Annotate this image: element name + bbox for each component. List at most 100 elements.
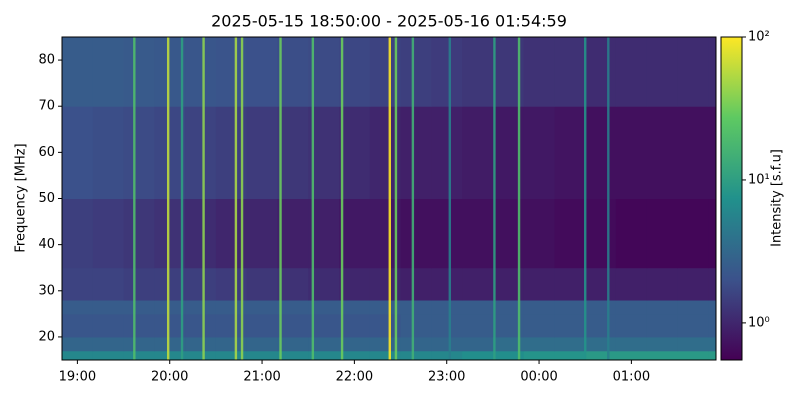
burst-line xyxy=(584,37,587,360)
heat-cell xyxy=(62,336,94,352)
heat-cell xyxy=(338,267,371,301)
heat-cell xyxy=(492,350,525,360)
burst-line xyxy=(388,37,391,360)
heat-cell xyxy=(123,350,155,360)
heat-cell xyxy=(585,300,617,315)
heat-cell xyxy=(185,313,217,338)
burst-line xyxy=(411,37,415,360)
heat-cell xyxy=(92,106,125,199)
heat-cell xyxy=(708,106,716,199)
y-tick-label: 50 xyxy=(38,191,55,206)
heat-cell xyxy=(492,313,525,338)
colorbar-tick-label: 10⁰ xyxy=(748,315,770,330)
heat-cell xyxy=(123,106,155,199)
heat-cell xyxy=(92,198,125,269)
y-tick-label: 30 xyxy=(38,283,55,298)
heat-cell xyxy=(615,300,648,315)
heat-cell xyxy=(246,106,278,199)
heat-cell xyxy=(585,37,617,107)
heat-cell xyxy=(646,198,679,269)
heat-cell xyxy=(215,300,248,315)
heat-cell xyxy=(246,350,278,360)
colorbar-tick-label: 10¹ xyxy=(748,172,770,187)
burst-line xyxy=(340,37,344,360)
heat-cell xyxy=(523,313,555,338)
heat-cell xyxy=(215,336,248,352)
heat-cell xyxy=(246,336,278,352)
heat-cell xyxy=(554,313,586,338)
heat-cell xyxy=(677,350,709,360)
heat-cell xyxy=(462,106,494,199)
burst-line xyxy=(279,37,282,360)
heat-cell xyxy=(62,106,94,199)
heat-cell xyxy=(246,37,278,107)
y-tick-label: 60 xyxy=(38,145,55,160)
y-axis-label: Frequency [MHz] xyxy=(14,143,29,252)
heat-cell xyxy=(585,350,617,360)
heat-cell xyxy=(677,267,709,301)
heat-cell xyxy=(277,300,309,315)
heat-cell xyxy=(277,106,309,199)
heat-cell xyxy=(431,198,463,269)
x-tick-label: 20:00 xyxy=(151,370,188,385)
heat-cell xyxy=(615,198,648,269)
heat-cell xyxy=(154,300,186,315)
heat-cell xyxy=(338,106,371,199)
burst-line xyxy=(202,37,205,360)
heat-cell xyxy=(708,336,716,352)
heat-cell xyxy=(369,350,402,360)
heat-cell xyxy=(400,300,432,315)
heat-cell xyxy=(185,350,217,360)
heat-cell xyxy=(523,106,555,199)
heat-cell xyxy=(585,198,617,269)
heat-cell xyxy=(154,313,186,338)
heat-cell xyxy=(123,37,155,107)
heat-cell xyxy=(646,336,679,352)
heat-cell xyxy=(92,37,125,107)
heat-cell xyxy=(123,267,155,301)
heat-cell xyxy=(154,336,186,352)
heat-cell xyxy=(646,313,679,338)
heat-cell xyxy=(492,336,525,352)
y-tick-label: 20 xyxy=(38,329,55,344)
x-tick-label: 01:00 xyxy=(613,370,650,385)
burst-line xyxy=(517,37,521,360)
burst-line xyxy=(240,37,244,360)
heat-cell xyxy=(554,106,586,199)
heat-cell xyxy=(462,198,494,269)
burst-line xyxy=(133,37,136,360)
heat-cell xyxy=(123,313,155,338)
heat-cell xyxy=(92,336,125,352)
heat-cell xyxy=(646,267,679,301)
y-tick-label: 70 xyxy=(38,99,55,114)
burst-line xyxy=(180,37,184,360)
heat-cell xyxy=(246,267,278,301)
heat-cell xyxy=(400,336,432,352)
heat-cell xyxy=(677,300,709,315)
heat-cell xyxy=(554,267,586,301)
heat-cell xyxy=(677,313,709,338)
colorbar-label: Intensity [s.f.u] xyxy=(770,149,785,247)
heat-cell xyxy=(92,350,125,360)
heat-cell xyxy=(585,313,617,338)
heat-cell xyxy=(462,37,494,107)
heat-cell xyxy=(185,106,217,199)
heat-cell xyxy=(554,336,586,352)
heat-cell xyxy=(62,198,94,269)
heat-cell xyxy=(615,350,648,360)
burst-line xyxy=(493,37,496,360)
heat-cell xyxy=(708,267,716,301)
heat-cell xyxy=(154,198,186,269)
chart-title: 2025-05-15 18:50:00 - 2025-05-16 01:54:5… xyxy=(211,12,567,31)
heat-cell xyxy=(246,300,278,315)
heat-cell xyxy=(677,336,709,352)
heat-cell xyxy=(523,336,555,352)
heat-cell xyxy=(646,37,679,107)
heat-cell xyxy=(338,37,371,107)
heat-cell xyxy=(277,198,309,269)
x-tick-label: 19:00 xyxy=(59,370,96,385)
heat-cell xyxy=(246,198,278,269)
heat-cell xyxy=(462,267,494,301)
heat-cell xyxy=(615,313,648,338)
heat-cell xyxy=(431,267,463,301)
